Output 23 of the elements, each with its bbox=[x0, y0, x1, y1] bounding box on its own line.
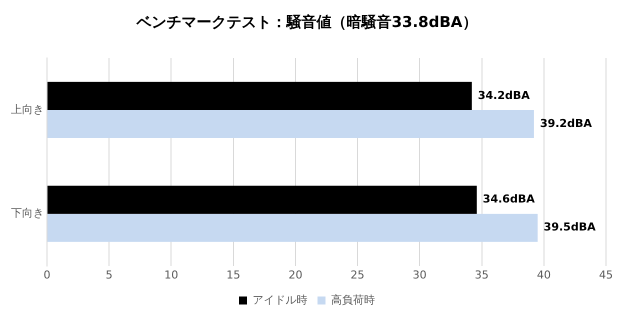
y-tick-label: 下向き bbox=[11, 206, 44, 220]
x-tick-label: 25 bbox=[350, 268, 365, 282]
x-tick-label: 0 bbox=[44, 268, 50, 282]
legend-label: アイドル時 bbox=[252, 293, 308, 306]
y-tick-label: 上向き bbox=[11, 102, 44, 116]
data-label: 34.6dBA bbox=[482, 192, 536, 206]
x-tick-label: 40 bbox=[536, 268, 551, 282]
data-label: 39.2dBA bbox=[540, 116, 592, 130]
bar bbox=[48, 186, 477, 214]
legend-label: 高負荷時 bbox=[331, 293, 375, 306]
x-tick-label: 15 bbox=[226, 268, 240, 282]
data-label: 39.5dBA bbox=[544, 220, 596, 234]
x-tick-label: 30 bbox=[412, 268, 427, 282]
bar bbox=[48, 214, 538, 242]
data-label: 34.2dBA bbox=[478, 88, 530, 102]
x-tick-label: 35 bbox=[474, 268, 489, 282]
chart-title: ベンチマークテスト：騒音値（暗騒音33.8dBA） bbox=[136, 12, 478, 31]
x-tick-label: 20 bbox=[288, 268, 302, 282]
x-tick-label: 10 bbox=[164, 268, 178, 282]
x-tick-label: 5 bbox=[106, 268, 113, 282]
bar bbox=[48, 82, 472, 110]
bar bbox=[48, 110, 534, 138]
x-tick-label: 45 bbox=[599, 268, 613, 282]
